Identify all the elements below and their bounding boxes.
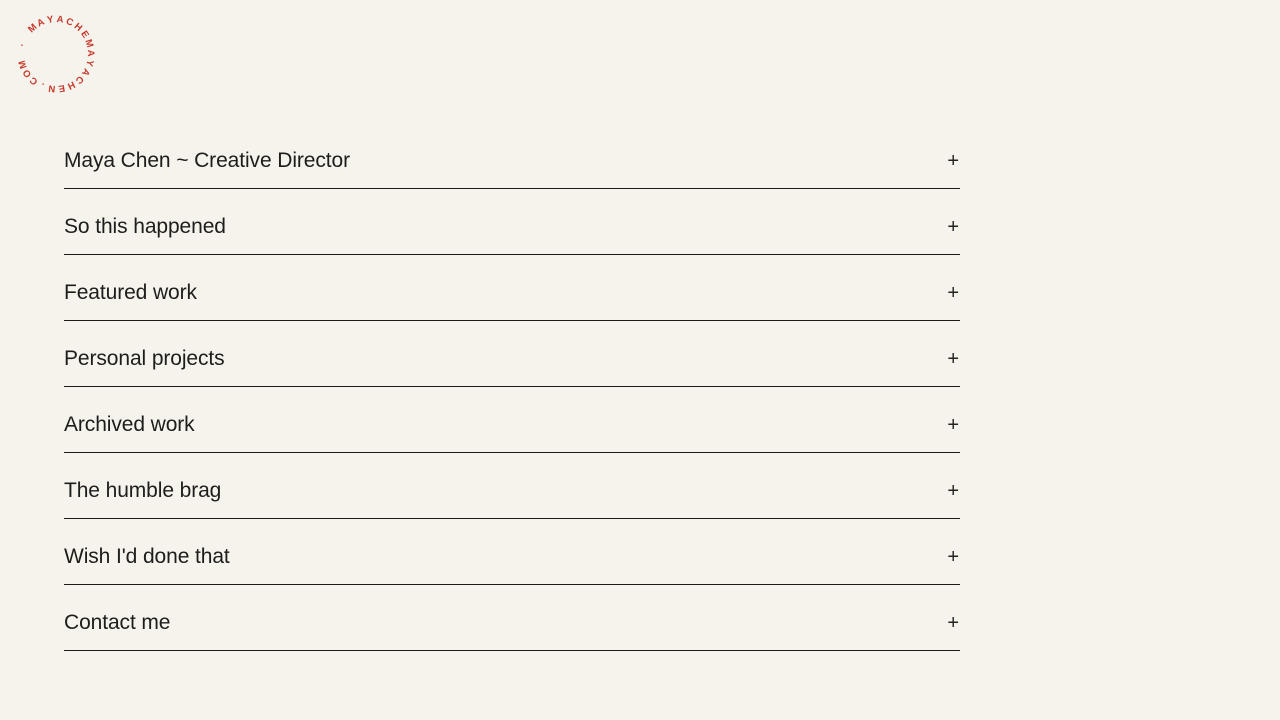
accordion-item-wish-id-done-that[interactable]: Wish I'd done that + (64, 519, 960, 585)
accordion-item-label: Contact me (64, 610, 171, 634)
logo-char (17, 47, 56, 62)
accordion-list: Maya Chen ~ Creative Director + So this … (64, 123, 960, 651)
plus-icon[interactable]: + (947, 611, 959, 634)
accordion-item-featured-work[interactable]: Featured work + (64, 255, 960, 321)
plus-icon[interactable]: + (947, 347, 959, 370)
accordion-item-personal-projects[interactable]: Personal projects + (64, 321, 960, 387)
accordion-item-label: Personal projects (64, 346, 225, 370)
plus-icon[interactable]: + (947, 281, 959, 304)
accordion-item-contact-me[interactable]: Contact me + (64, 585, 960, 651)
plus-icon[interactable]: + (947, 545, 959, 568)
accordion-item-intro[interactable]: Maya Chen ~ Creative Director + (64, 123, 960, 189)
accordion-item-label: So this happened (64, 214, 226, 238)
accordion-item-label: Archived work (64, 412, 195, 436)
plus-icon[interactable]: + (947, 413, 959, 436)
accordion-item-archived-work[interactable]: Archived work + (64, 387, 960, 453)
accordion-item-label: The humble brag (64, 478, 222, 502)
plus-icon[interactable]: + (947, 479, 959, 502)
accordion-item-humble-brag[interactable]: The humble brag + (64, 453, 960, 519)
accordion-item-so-this-happened[interactable]: So this happened + (64, 189, 960, 255)
accordion-item-label: Wish I'd done that (64, 544, 230, 568)
accordion-item-label: Maya Chen ~ Creative Director (64, 148, 350, 172)
plus-icon[interactable]: + (947, 215, 959, 238)
plus-icon[interactable]: + (947, 149, 959, 172)
accordion-item-label: Featured work (64, 280, 197, 304)
